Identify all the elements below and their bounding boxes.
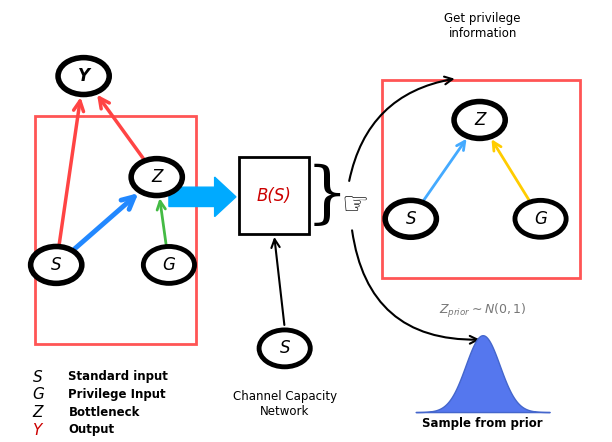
Text: Bottleneck: Bottleneck — [69, 406, 140, 419]
Circle shape — [131, 159, 182, 195]
Text: Standard input: Standard input — [69, 370, 168, 383]
Text: Get privilege
information: Get privilege information — [444, 12, 521, 40]
Text: B(S): B(S) — [256, 187, 291, 205]
Text: $\mathit{Y}$: $\mathit{Y}$ — [32, 422, 44, 438]
Text: $\mathit{Z}$: $\mathit{Z}$ — [32, 404, 45, 420]
Text: Output: Output — [69, 423, 114, 436]
Text: S: S — [51, 256, 61, 274]
Text: }: } — [306, 164, 349, 229]
Text: Sample from prior: Sample from prior — [422, 417, 543, 430]
Bar — [382, 80, 580, 278]
Text: Privilege Input: Privilege Input — [69, 388, 166, 401]
Circle shape — [143, 247, 195, 283]
Circle shape — [58, 57, 109, 95]
Text: $Z_{prior} \sim N(0,1)$: $Z_{prior} \sim N(0,1)$ — [439, 302, 526, 320]
Text: $\mathit{S}$: $\mathit{S}$ — [32, 369, 43, 385]
Text: G: G — [534, 210, 547, 228]
Polygon shape — [169, 177, 236, 217]
Circle shape — [259, 330, 310, 367]
Text: Z: Z — [151, 168, 162, 186]
Circle shape — [454, 102, 506, 138]
Text: ☞: ☞ — [341, 191, 368, 220]
Text: G: G — [163, 256, 176, 274]
Circle shape — [385, 200, 436, 237]
Circle shape — [515, 200, 566, 237]
Text: $\mathit{G}$: $\mathit{G}$ — [32, 386, 45, 403]
Bar — [35, 116, 196, 344]
Circle shape — [31, 247, 82, 283]
Text: S: S — [406, 210, 416, 228]
Text: S: S — [280, 339, 290, 358]
Bar — [239, 157, 309, 234]
Text: Channel Capacity
Network: Channel Capacity Network — [233, 390, 337, 418]
Text: Y: Y — [78, 67, 89, 85]
Text: Z: Z — [474, 111, 485, 129]
